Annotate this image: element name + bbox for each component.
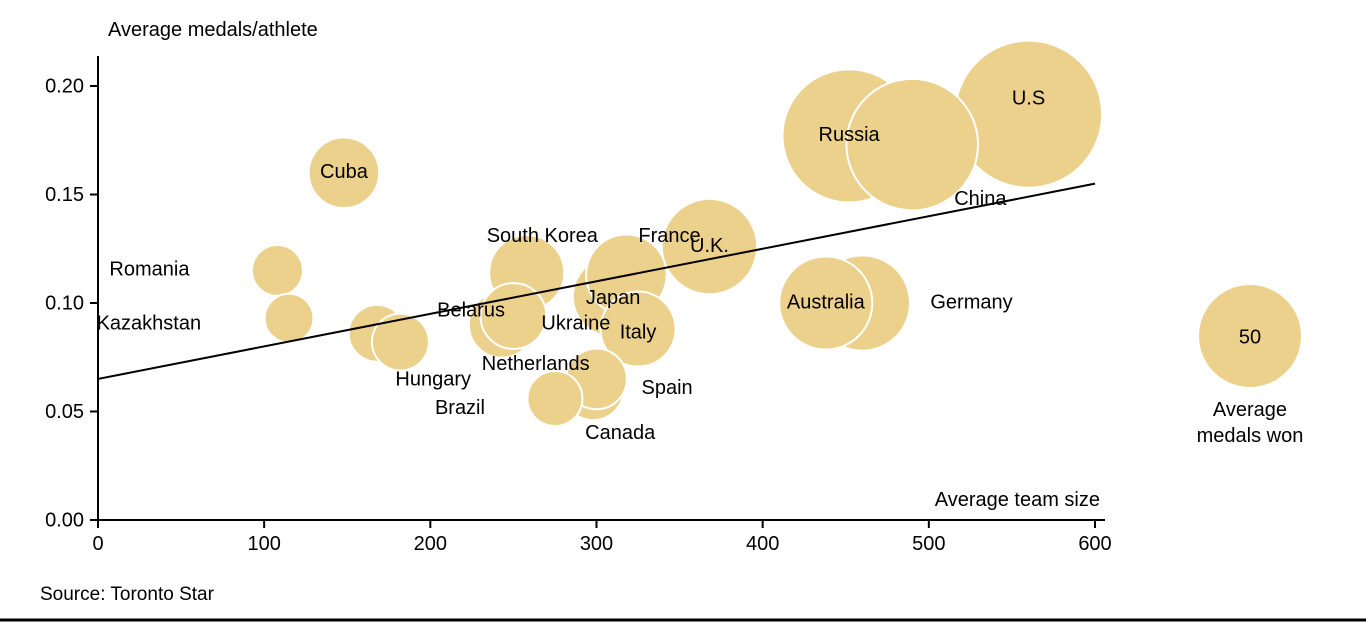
x-tick-label: 0	[92, 533, 103, 555]
label-canada: Canada	[585, 422, 656, 444]
bubble-brazil	[527, 371, 582, 426]
label-netherlands: Netherlands	[482, 353, 590, 375]
bubble-u-s	[955, 41, 1102, 188]
label-romania: Romania	[109, 259, 190, 281]
y-tick-label: 0.15	[45, 184, 84, 206]
x-tick-label: 200	[414, 533, 447, 555]
olympic-bubble-chart: Romania Kazakhstan Cuba Belarus Hungary Nethe…	[0, 0, 1366, 630]
legend-value: 50	[1239, 326, 1261, 348]
legend-caption-1: Average	[1213, 399, 1287, 421]
chart-svg: Romania Kazakhstan Cuba Belarus Hungary Nethe…	[0, 0, 1366, 630]
source-label: Source: Toronto Star	[40, 584, 215, 605]
y-tick-label: 0.20	[45, 75, 84, 97]
x-tick-label: 300	[580, 533, 613, 555]
label-u-k-: U.K.	[690, 235, 729, 257]
x-tick-label: 600	[1078, 533, 1111, 555]
bubble-romania	[252, 245, 303, 296]
label-kazakhstan: Kazakhstan	[97, 312, 202, 334]
legend-caption-2: medals won	[1197, 425, 1304, 447]
label-ukraine: Ukraine	[541, 312, 610, 334]
label-hungary: Hungary	[395, 368, 471, 390]
y-tick-label: 0.10	[45, 292, 84, 314]
x-tick-label: 400	[746, 533, 779, 555]
label-australia: Australia	[787, 291, 866, 313]
label-u-s: U.S	[1012, 87, 1045, 109]
label-russia: Russia	[819, 124, 881, 146]
y-axis-title: Average medals/athlete	[108, 19, 318, 41]
x-tick-label: 500	[912, 533, 945, 555]
label-spain: Spain	[642, 377, 693, 399]
bubble-kazakhstan	[265, 294, 314, 343]
label-cuba: Cuba	[320, 161, 369, 183]
y-tick-label: 0.00	[45, 509, 84, 531]
x-tick-label: 100	[247, 533, 280, 555]
label-germany: Germany	[930, 291, 1012, 313]
y-tick-label: 0.05	[45, 401, 84, 423]
x-axis-title: Average team size	[935, 489, 1100, 511]
label-belarus: Belarus	[437, 300, 505, 322]
bubble-hungary	[372, 314, 429, 371]
label-brazil: Brazil	[435, 397, 485, 419]
label-south-korea: South Korea	[487, 225, 599, 247]
label-japan: Japan	[586, 287, 641, 309]
label-italy: Italy	[620, 321, 657, 343]
label-china: China	[954, 188, 1007, 210]
